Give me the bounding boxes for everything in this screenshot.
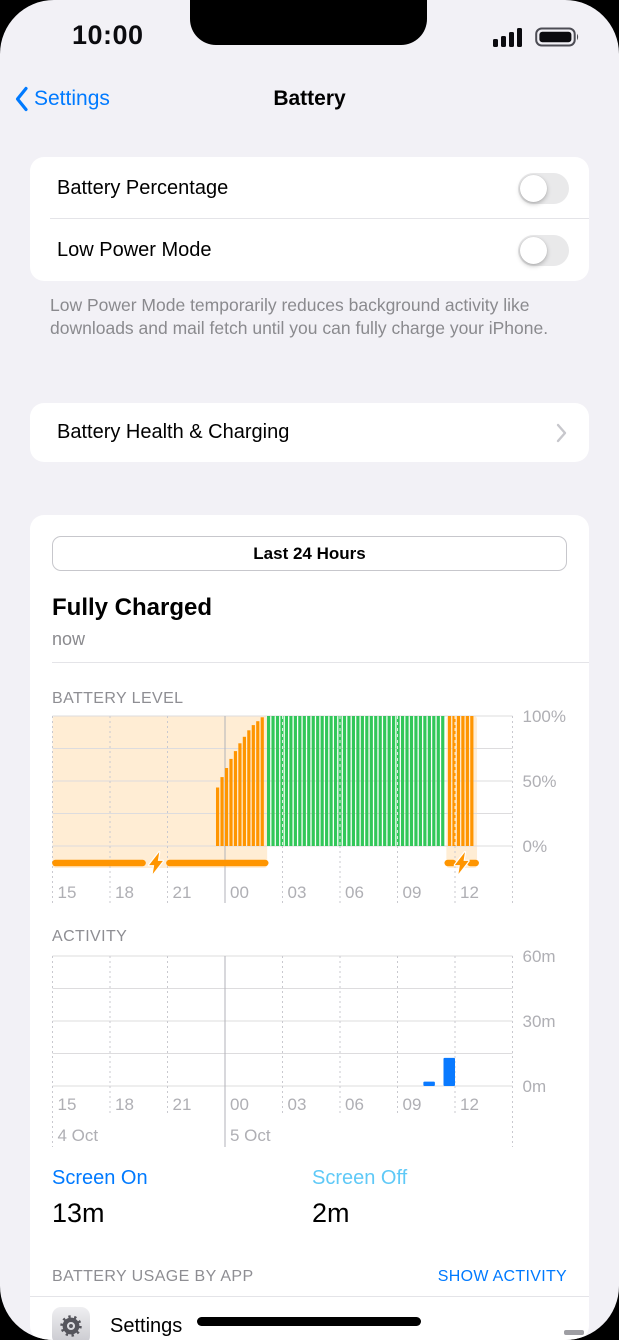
activity-chart[interactable]: 15 18 21 00 03 06 09 12 60m 30m 0m 4 Oct 5 Oct [30,945,589,1163]
back-label: Settings [34,87,110,110]
home-indicator[interactable] [197,1317,421,1326]
toggle-knob [520,236,547,264]
svg-text:30m: 30m [523,1012,556,1031]
section-divider [30,1296,589,1297]
page-title: Battery [273,87,346,110]
low-power-mode-toggle[interactable] [518,234,569,266]
low-power-mode-row: Low Power Mode [30,219,589,281]
app-name: Settings [110,1314,183,1337]
back-button[interactable]: Settings [14,86,110,112]
svg-text:21: 21 [173,883,192,902]
svg-text:03: 03 [288,883,307,902]
battery-health-label: Battery Health & Charging [57,421,290,443]
svg-text:03: 03 [288,1095,307,1114]
screen-on-stat: Screen On 13m [52,1167,148,1229]
screen-off-label: Screen Off [312,1167,408,1189]
toggle-knob [520,174,547,202]
row-divider [50,218,589,219]
svg-text:5 Oct: 5 Oct [230,1126,271,1145]
battery-level-chart-title: BATTERY LEVEL [52,690,184,707]
battery-percentage-row: Battery Percentage [30,157,589,219]
truncated-value-fragment [564,1330,584,1335]
back-chevron-icon [15,86,28,112]
svg-text:60m: 60m [523,947,556,966]
status-battery-icon [535,27,579,47]
svg-text:00: 00 [230,1095,249,1114]
svg-text:12: 12 [460,883,479,902]
svg-text:0m: 0m [523,1077,547,1096]
svg-text:100%: 100% [523,707,566,726]
screen-off-value: 2m [312,1198,350,1228]
svg-text:18: 18 [115,883,134,902]
screen-on-label: Screen On [52,1167,148,1189]
svg-text:06: 06 [345,883,364,902]
battery-usage-title: BATTERY USAGE BY APP [52,1268,254,1285]
svg-text:12: 12 [460,1095,479,1114]
svg-text:06: 06 [345,1095,364,1114]
screen-on-value: 13m [52,1198,105,1228]
app-usage-row-settings[interactable]: Settings [52,1302,567,1340]
svg-text:09: 09 [403,1095,422,1114]
signal-strength-icon [493,28,522,47]
time-range-button[interactable]: Last 24 Hours [52,536,567,571]
battery-percentage-toggle[interactable] [518,172,569,204]
svg-text:4 Oct: 4 Oct [58,1126,99,1145]
gear-icon [60,1315,82,1337]
activity-chart-title: ACTIVITY [52,928,128,945]
section-divider [52,662,589,663]
battery-level-chart[interactable]: 15 18 21 00 03 06 09 12 100% 50% 0% [30,705,589,915]
svg-text:15: 15 [58,1095,77,1114]
charge-status-title: Fully Charged [52,594,213,621]
svg-text:00: 00 [230,883,249,902]
battery-usage-header: BATTERY USAGE BY APP SHOW ACTIVITY [52,1268,567,1286]
svg-text:50%: 50% [523,772,557,791]
status-time: 10:00 [72,20,144,50]
chevron-right-icon [556,423,567,442]
battery-health-row[interactable]: Battery Health & Charging [30,403,589,462]
status-icons [493,26,581,48]
svg-text:0%: 0% [523,837,548,856]
svg-text:21: 21 [173,1095,192,1114]
toggles-card: Battery Percentage Low Power Mode [30,157,589,281]
battery-usage-card: Last 24 Hours Fully Charged now BATTERY … [30,515,589,1340]
svg-text:15: 15 [58,883,77,902]
show-activity-button[interactable]: SHOW ACTIVITY [437,1268,567,1285]
notch [190,0,427,45]
svg-text:09: 09 [403,883,422,902]
low-power-mode-label: Low Power Mode [57,238,212,261]
battery-percentage-label: Battery Percentage [57,176,229,199]
charge-status-subtitle: now [52,629,86,649]
svg-text:18: 18 [115,1095,134,1114]
settings-app-icon [52,1307,90,1340]
screen-off-stat: Screen Off 2m [312,1167,407,1229]
low-power-footnote: Low Power Mode temporarily reduces backg… [50,295,549,338]
